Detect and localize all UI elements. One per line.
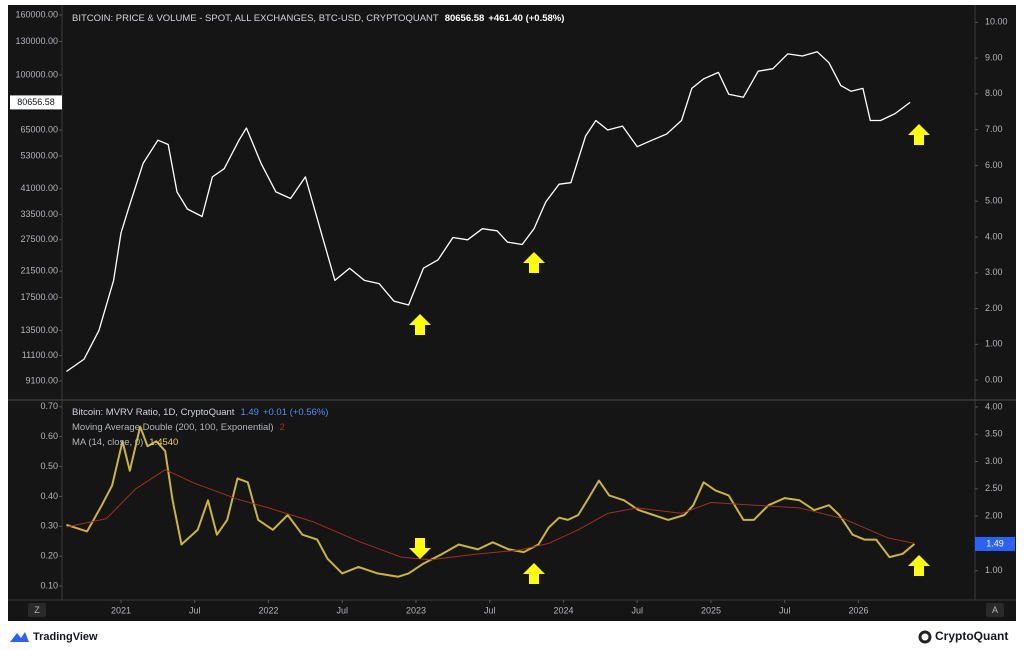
legend-name: Moving Average Double (200, 100, Exponen… xyxy=(72,422,274,433)
plot-layer: 160000.00 130000.00 100000.00 65000.00 53000… xyxy=(10,9,1015,615)
auto-button-label[interactable]: A xyxy=(992,605,998,615)
footer-brand: TradingView xyxy=(33,631,98,643)
y-tick-label: 27500.00 xyxy=(20,234,58,244)
x-tick-label: 2025 xyxy=(701,605,721,615)
y2-tick-label: 0.00 xyxy=(985,374,1003,384)
y2-tick-label: 10.00 xyxy=(985,17,1008,27)
y-tick-label: 0.30 xyxy=(40,521,58,531)
series-line xyxy=(66,425,916,578)
arrows xyxy=(409,124,930,584)
x-tick-label: Jul xyxy=(336,605,348,615)
y-tick-label: 21500.00 xyxy=(20,266,58,276)
legend-title: BITCOIN: PRICE & VOLUME - SPOT, ALL EXCH… xyxy=(72,13,439,24)
legend-change: +0.01 (+0.56%) xyxy=(263,407,329,418)
x-tick-label: 2022 xyxy=(258,605,278,615)
x-tick-label: Jul xyxy=(779,605,791,615)
legend-change: +461.40 (+0.58%) xyxy=(488,13,564,24)
y-tick-label: 130000.00 xyxy=(15,36,58,46)
up-arrow xyxy=(523,563,545,584)
y-tick-label: 65000.00 xyxy=(20,124,58,134)
cryptoquant-logo xyxy=(918,630,932,644)
last-mvrv-box xyxy=(975,536,1015,551)
legend-name: MA (14, close, 0) xyxy=(72,437,143,448)
scale-button-label[interactable]: Z xyxy=(34,605,40,615)
series-line xyxy=(66,469,915,561)
last-mvrv-label: 1.49 xyxy=(986,538,1004,548)
legend-value: 80656.58 xyxy=(445,13,485,24)
y2-tick-label: 2.00 xyxy=(985,510,1003,520)
y-tick-label: 0.10 xyxy=(40,580,58,590)
y-tick-label: 41000.00 xyxy=(20,183,58,193)
x-tick-label: Jul xyxy=(189,605,201,615)
scale-button[interactable] xyxy=(28,603,46,617)
y-tick-label: 0.60 xyxy=(40,431,58,441)
pane-legend: Moving Average Double (200, 100, Exponen… xyxy=(72,422,285,433)
up-arrow xyxy=(523,252,545,273)
x-tick-label: 2021 xyxy=(111,605,131,615)
y-tick-label: 0.50 xyxy=(40,461,58,471)
y2-tick-label: 4.00 xyxy=(985,231,1003,241)
y-tick-label: 0.40 xyxy=(40,491,58,501)
y-tick-label: 0.70 xyxy=(40,401,58,411)
y2-tick-label: 2.00 xyxy=(985,303,1003,313)
y2-tick-label: 6.00 xyxy=(985,160,1003,170)
footer-brand: CryptoQuant xyxy=(935,629,1008,643)
y-tick-label: 11100.00 xyxy=(22,350,58,360)
y2-tick-label: 1.00 xyxy=(985,565,1003,575)
legend-value: 1.49 xyxy=(240,407,259,418)
pane-legend: MA (14, close, 0) 1.4540 xyxy=(72,437,178,448)
y2-tick-label: 3.50 xyxy=(985,429,1003,439)
last-price-box xyxy=(10,95,62,110)
last-price-label: 80656.58 xyxy=(17,97,55,107)
y2-tick-label: 9.00 xyxy=(985,52,1003,62)
up-arrow xyxy=(409,314,431,335)
x-tick-label: Jul xyxy=(631,605,643,615)
x-tick-label: 2024 xyxy=(553,605,573,615)
y-tick-label: 9100.00 xyxy=(25,375,58,385)
series-line xyxy=(66,51,911,373)
y2-tick-label: 8.00 xyxy=(985,88,1003,98)
y-tick-label: 33500.00 xyxy=(20,209,58,219)
tradingview-logo xyxy=(10,632,29,642)
legend-name: Bitcoin: MVRV Ratio, 1D, CryptoQuant xyxy=(72,407,235,418)
y2-tick-label: 7.00 xyxy=(985,124,1003,134)
legend-value: 1.4540 xyxy=(149,437,178,448)
y-tick-label: 160000.00 xyxy=(15,9,58,19)
pane-legend: Bitcoin: MVRV Ratio, 1D, CryptoQuant 1.49… xyxy=(72,407,328,418)
y2-tick-label: 3.00 xyxy=(985,267,1003,277)
y-tick-label: 17500.00 xyxy=(20,292,58,302)
down-arrow xyxy=(409,538,431,559)
legend-value: 2 xyxy=(280,422,285,433)
y-tick-label: 0.20 xyxy=(40,551,58,561)
auto-button[interactable] xyxy=(986,603,1004,617)
pane-legend: BITCOIN: PRICE & VOLUME - SPOT, ALL EXCH… xyxy=(72,13,564,24)
y2-tick-label: 5.00 xyxy=(985,196,1003,206)
y-tick-label: 13500.00 xyxy=(20,325,58,335)
up-arrow xyxy=(908,124,930,145)
x-tick-label: 2023 xyxy=(406,605,426,615)
x-tick-label: 2026 xyxy=(848,605,868,615)
y2-tick-label: 3.00 xyxy=(985,456,1003,466)
y-tick-label: 100000.00 xyxy=(15,69,58,79)
y2-tick-label: 4.00 xyxy=(985,401,1003,411)
y-tick-label: 53000.00 xyxy=(20,150,58,160)
y2-tick-label: 1.00 xyxy=(985,339,1003,349)
x-tick-label: Jul xyxy=(484,605,496,615)
up-arrow xyxy=(908,555,930,576)
y2-tick-label: 2.50 xyxy=(985,483,1003,493)
